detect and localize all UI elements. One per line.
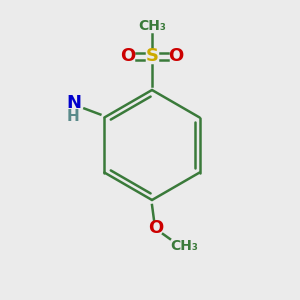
Text: O: O [120,47,136,65]
Text: O: O [148,219,164,237]
Text: N: N [67,94,82,112]
Text: H: H [67,109,80,124]
Text: CH₃: CH₃ [170,239,198,253]
Text: O: O [168,47,184,65]
Text: CH₃: CH₃ [138,19,166,33]
Text: S: S [146,47,158,65]
